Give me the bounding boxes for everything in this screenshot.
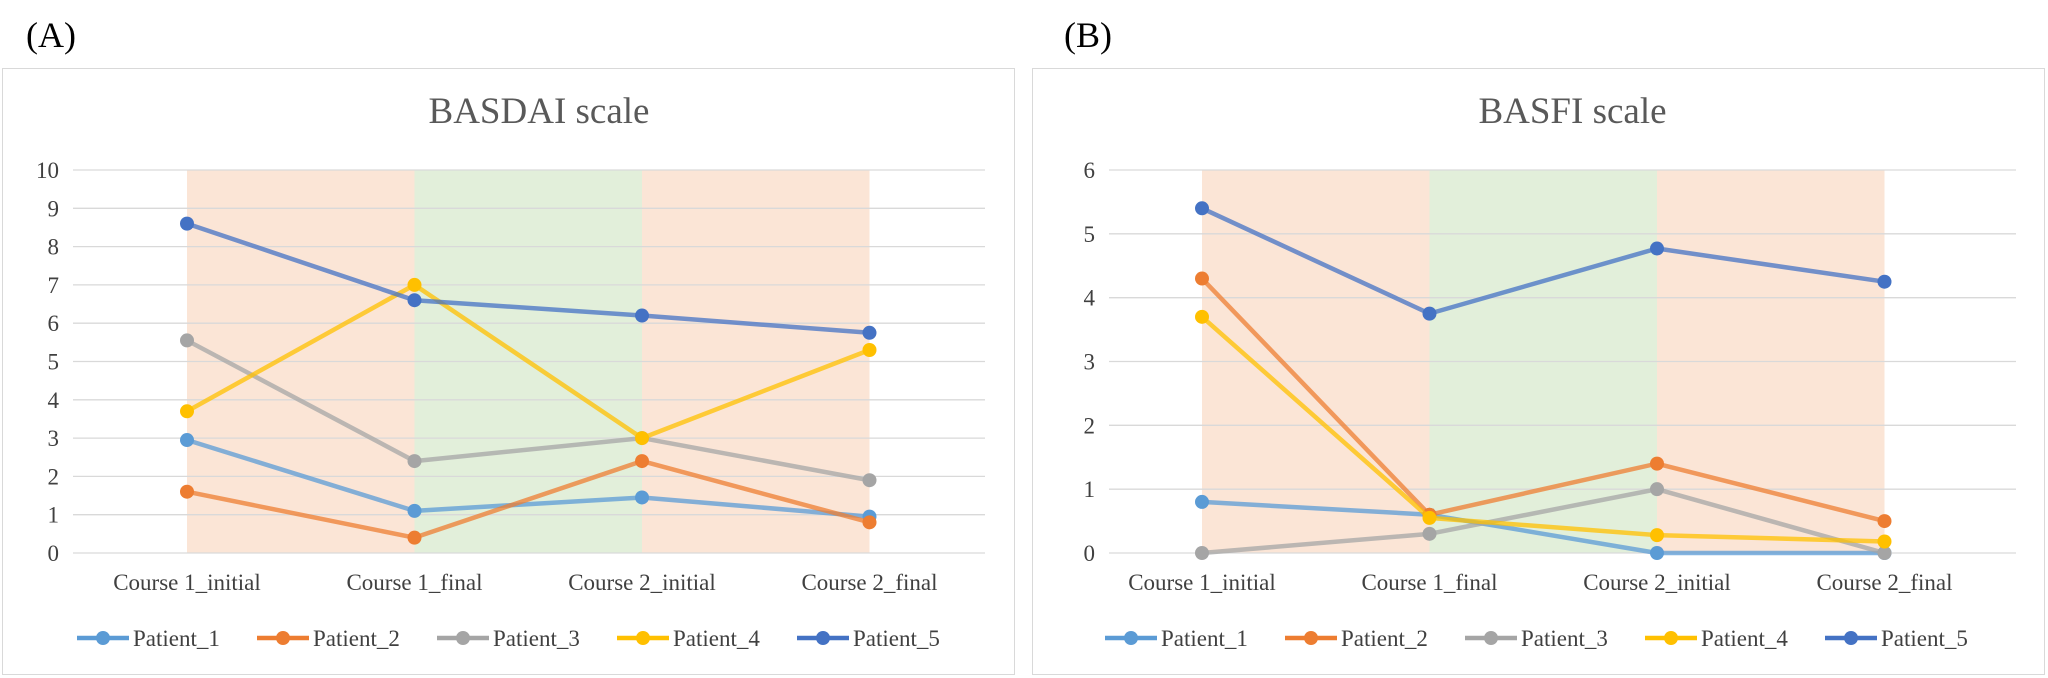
series-line-3 — [1201, 486, 1886, 556]
data-point — [1650, 241, 1664, 256]
data-point — [1195, 546, 1209, 560]
basdai-chart-svg: BASDAI scale 0 1 2 3 4 5 6 7 8 9 10 Course 1_initial… — [36, 91, 985, 651]
y-tick-label: 2 — [1084, 413, 1096, 438]
y-tick-label: 5 — [1084, 222, 1096, 247]
legend-label: Patient_1 — [1161, 626, 1248, 651]
y-tick-label: 4 — [48, 388, 60, 413]
legend-swatch-marker — [1304, 631, 1318, 645]
basfi-chart-svg: BASFI scale 0 1 2 3 4 5 6 Course 1_initial Course… — [1084, 91, 2016, 651]
legend-swatch-marker — [1484, 631, 1498, 645]
legend-label: Patient_3 — [493, 626, 580, 651]
legend-swatch-marker — [1124, 631, 1138, 645]
y-tick-label: 3 — [48, 426, 60, 451]
y-tick-label: 9 — [48, 196, 60, 221]
x-tick-label: Course 2_final — [1816, 570, 1952, 595]
legend-label: Patient_3 — [1521, 626, 1608, 651]
chart-title: BASDAI scale — [429, 91, 650, 132]
data-point — [1195, 201, 1209, 216]
chart-title: BASFI scale — [1478, 91, 1666, 132]
data-point — [1877, 534, 1892, 549]
data-point — [1422, 526, 1437, 541]
data-point — [407, 454, 422, 469]
legend-label: Patient_1 — [133, 626, 220, 651]
legend-label: Patient_4 — [673, 626, 760, 651]
data-point — [180, 433, 194, 448]
data-point — [1195, 309, 1209, 324]
y-tick-label: 3 — [1084, 350, 1096, 375]
data-point — [180, 484, 194, 499]
y-tick-label: 5 — [48, 350, 60, 375]
x-tick-label: Course 2_initial — [568, 570, 716, 595]
data-point — [180, 216, 194, 231]
y-tick-label: 4 — [1084, 286, 1096, 311]
y-tick-label: 10 — [36, 158, 59, 183]
series-line-4 — [1200, 315, 1885, 544]
series-line-5 — [186, 221, 870, 336]
legend-label: Patient_2 — [313, 626, 400, 651]
y-tick-label: 0 — [1084, 541, 1096, 566]
data-point — [1877, 514, 1892, 529]
data-point — [407, 293, 422, 308]
legend-label: Patient_2 — [1341, 626, 1428, 651]
data-point — [862, 473, 877, 488]
data-point — [1650, 546, 1664, 560]
series-line-1 — [186, 437, 870, 519]
y-tick-label: 6 — [48, 311, 60, 336]
legend-swatch-marker — [96, 631, 110, 645]
series-line-2 — [186, 458, 871, 540]
data-point — [1422, 510, 1437, 525]
data-point — [1650, 456, 1664, 471]
panel-label-a: (A) — [26, 15, 76, 55]
data-point — [1650, 482, 1664, 497]
data-point — [862, 515, 877, 530]
y-tick-label: 6 — [1084, 158, 1096, 183]
data-point — [407, 503, 422, 518]
legend-swatch-marker — [276, 631, 290, 645]
data-point — [1422, 306, 1437, 321]
data-point — [1650, 528, 1664, 543]
y-tick-label: 7 — [48, 273, 60, 298]
legend-swatch-marker — [636, 631, 650, 645]
series-line-5 — [1201, 206, 1885, 316]
y-tick-label: 1 — [1084, 477, 1096, 502]
series-line-1 — [1201, 499, 1885, 556]
data-point — [862, 343, 877, 358]
data-point — [1877, 274, 1892, 289]
x-tick-label: Course 2_initial — [1583, 570, 1731, 595]
data-point — [1195, 271, 1209, 286]
series-line-4 — [185, 282, 871, 441]
data-point — [180, 333, 194, 348]
data-point — [407, 530, 422, 545]
legend-swatch-marker — [456, 631, 470, 645]
x-tick-label: Course 1_initial — [113, 570, 261, 595]
legend-swatch-marker — [816, 631, 830, 645]
y-tick-label: 1 — [48, 503, 60, 528]
data-point — [407, 277, 422, 292]
data-point — [862, 325, 877, 340]
y-tick-label: 8 — [48, 235, 60, 260]
data-point — [635, 308, 649, 323]
legend-label: Patient_4 — [1701, 626, 1788, 651]
data-point — [1877, 546, 1892, 560]
x-tick-label: Course 1_final — [1361, 570, 1497, 595]
legend-label: Patient_5 — [853, 626, 940, 651]
y-tick-label: 0 — [48, 541, 60, 566]
legend-label: Patient_5 — [1881, 626, 1968, 651]
series-line-3 — [185, 338, 870, 483]
panel-label-b: (B) — [1064, 15, 1112, 55]
series-line-2 — [1200, 276, 1886, 524]
basdai-chart: BASDAI scale 0 1 2 3 4 5 6 7 8 9 10 Course 1_initial… — [2, 68, 1015, 675]
legend-swatch-marker — [1844, 631, 1858, 645]
data-point — [1195, 494, 1209, 509]
data-point — [635, 454, 649, 469]
legend-swatch-marker — [1664, 631, 1678, 645]
data-point — [635, 490, 649, 505]
basfi-chart: BASFI scale 0 1 2 3 4 5 6 Course 1_initial Course… — [1032, 68, 2045, 675]
data-point — [635, 431, 649, 446]
x-tick-label: Course 2_final — [801, 570, 937, 595]
y-tick-label: 2 — [48, 464, 60, 489]
x-tick-label: Course 1_final — [346, 570, 482, 595]
data-point — [180, 404, 194, 419]
x-tick-label: Course 1_initial — [1128, 570, 1276, 595]
